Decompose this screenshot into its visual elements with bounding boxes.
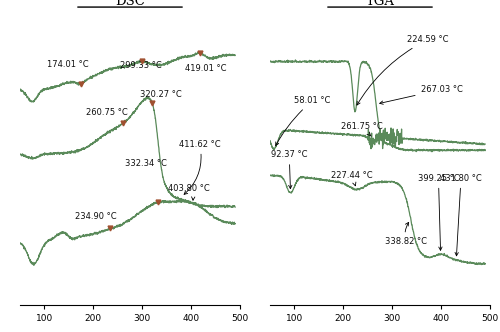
Text: 227.44 °C: 227.44 °C — [331, 171, 372, 186]
Text: 431.80 °C: 431.80 °C — [440, 174, 482, 256]
Text: 411.62 °C: 411.62 °C — [179, 140, 220, 194]
Text: 332.34 °C: 332.34 °C — [125, 159, 167, 168]
Text: 224.59 °C: 224.59 °C — [357, 35, 448, 105]
Text: TGA: TGA — [366, 0, 394, 9]
Text: 419.01 °C: 419.01 °C — [185, 64, 226, 73]
Text: 234.90 °C: 234.90 °C — [75, 211, 117, 221]
Text: 58.01 °C: 58.01 °C — [276, 96, 331, 145]
Text: 92.37 °C: 92.37 °C — [271, 150, 308, 189]
Text: 299.33 °C: 299.33 °C — [120, 61, 162, 70]
Text: 403.80 °C: 403.80 °C — [168, 184, 209, 200]
Text: 267.03 °C: 267.03 °C — [380, 85, 462, 104]
Text: DSC: DSC — [115, 0, 145, 9]
Text: 174.01 °C: 174.01 °C — [47, 59, 88, 68]
Text: 399.25 °C: 399.25 °C — [418, 174, 460, 250]
Text: 260.75 °C: 260.75 °C — [86, 108, 128, 117]
Text: 261.75 °C: 261.75 °C — [341, 123, 382, 136]
Text: 338.82 °C: 338.82 °C — [385, 222, 427, 246]
Text: 320.27 °C: 320.27 °C — [140, 90, 181, 99]
